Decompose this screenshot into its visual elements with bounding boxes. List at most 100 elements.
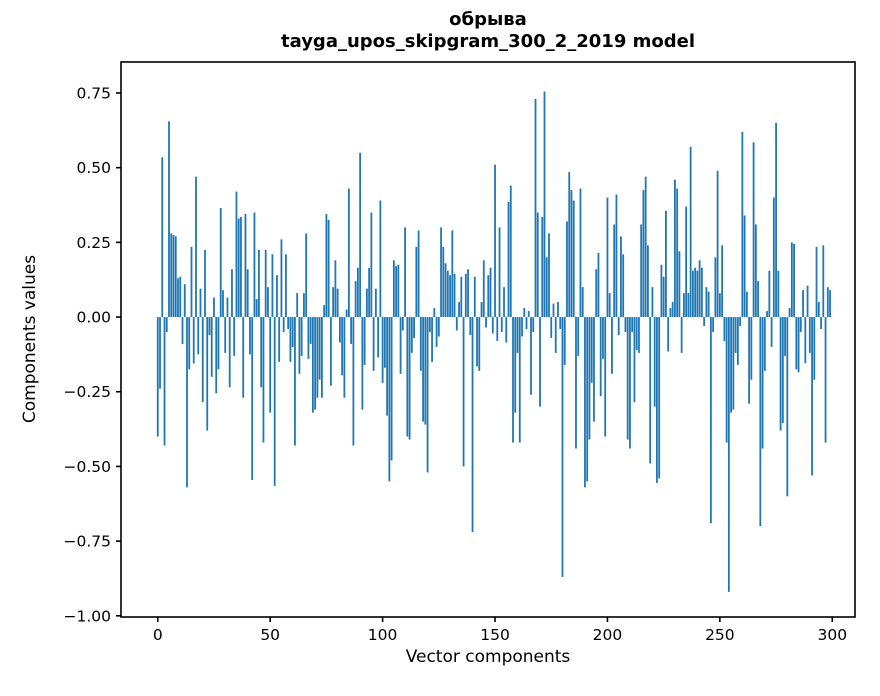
x-tick-label: 300 bbox=[817, 626, 847, 644]
bar bbox=[743, 215, 746, 318]
bar bbox=[318, 317, 321, 380]
bar bbox=[386, 317, 388, 416]
bar bbox=[631, 317, 634, 332]
bar bbox=[323, 305, 326, 318]
bar bbox=[442, 246, 445, 318]
bar bbox=[620, 236, 622, 318]
bar bbox=[460, 276, 463, 318]
bar bbox=[298, 317, 301, 374]
bar bbox=[172, 234, 175, 318]
bar bbox=[388, 317, 391, 482]
bar bbox=[426, 317, 429, 473]
bar bbox=[813, 317, 816, 380]
x-tick-label: 150 bbox=[480, 626, 510, 644]
bar bbox=[467, 269, 469, 318]
bar bbox=[638, 317, 640, 353]
bar bbox=[703, 317, 706, 327]
bar bbox=[156, 317, 159, 437]
bar bbox=[282, 317, 285, 332]
bar bbox=[370, 212, 373, 318]
bar bbox=[795, 317, 798, 370]
bar bbox=[608, 293, 611, 318]
bar bbox=[586, 317, 589, 482]
bar bbox=[222, 290, 224, 318]
y-tick-label: −0.50 bbox=[64, 458, 112, 476]
bar bbox=[208, 317, 211, 335]
bar bbox=[181, 317, 184, 344]
bar bbox=[325, 213, 328, 318]
bar bbox=[321, 317, 323, 398]
bar bbox=[797, 317, 800, 373]
x-tick-label: 200 bbox=[593, 626, 623, 644]
bar bbox=[174, 236, 177, 318]
bar bbox=[267, 287, 269, 318]
bar bbox=[287, 317, 290, 329]
bar bbox=[826, 287, 829, 318]
bar bbox=[757, 281, 759, 318]
bar bbox=[518, 317, 521, 443]
bar bbox=[602, 317, 604, 359]
bar bbox=[190, 246, 193, 318]
bar bbox=[255, 299, 258, 318]
bar bbox=[507, 202, 510, 318]
bar bbox=[258, 249, 260, 318]
bar bbox=[343, 317, 346, 398]
bar bbox=[444, 263, 447, 318]
bar bbox=[552, 303, 555, 318]
bar bbox=[739, 317, 742, 327]
bar bbox=[705, 287, 708, 318]
bar bbox=[725, 317, 728, 443]
bar bbox=[278, 317, 281, 362]
chart-title-word: обрыва bbox=[449, 9, 527, 30]
bar bbox=[177, 278, 179, 318]
bar bbox=[489, 267, 492, 318]
bar bbox=[579, 188, 582, 318]
y-tick-label: 0.75 bbox=[76, 84, 111, 102]
bar bbox=[633, 317, 636, 403]
plot-border bbox=[120, 61, 856, 618]
bar bbox=[590, 317, 593, 383]
bar bbox=[392, 260, 395, 318]
bar bbox=[781, 317, 784, 424]
bar bbox=[566, 221, 568, 318]
bar bbox=[790, 242, 793, 318]
bar bbox=[264, 249, 267, 318]
bar bbox=[262, 317, 265, 443]
x-tick-label: 0 bbox=[153, 626, 163, 644]
bar bbox=[572, 200, 575, 318]
bar bbox=[736, 317, 739, 365]
bar bbox=[570, 190, 573, 318]
x-tick-label: 100 bbox=[368, 626, 398, 644]
bar bbox=[752, 142, 755, 318]
bar bbox=[721, 245, 724, 318]
bar bbox=[188, 317, 191, 370]
bar bbox=[404, 227, 406, 318]
bar bbox=[548, 233, 550, 318]
bar bbox=[449, 275, 451, 318]
bar bbox=[503, 287, 505, 318]
bar bbox=[802, 290, 804, 318]
bar bbox=[206, 317, 209, 431]
bar bbox=[338, 317, 341, 343]
bar bbox=[289, 317, 292, 362]
bar bbox=[480, 302, 483, 318]
bar bbox=[700, 267, 703, 318]
bar bbox=[199, 288, 202, 318]
bar bbox=[408, 317, 411, 440]
bar bbox=[647, 245, 649, 318]
bar bbox=[494, 164, 496, 318]
bar bbox=[683, 293, 685, 318]
bar bbox=[368, 267, 371, 318]
bar bbox=[307, 317, 310, 359]
bar bbox=[815, 246, 818, 318]
bar bbox=[204, 249, 206, 318]
bar bbox=[561, 317, 564, 577]
bar bbox=[696, 270, 699, 318]
bar bbox=[273, 317, 276, 486]
bar bbox=[179, 276, 182, 318]
y-tick-label: 0.25 bbox=[76, 234, 111, 252]
bar bbox=[723, 317, 726, 341]
bar bbox=[505, 317, 508, 343]
bar bbox=[642, 190, 645, 318]
